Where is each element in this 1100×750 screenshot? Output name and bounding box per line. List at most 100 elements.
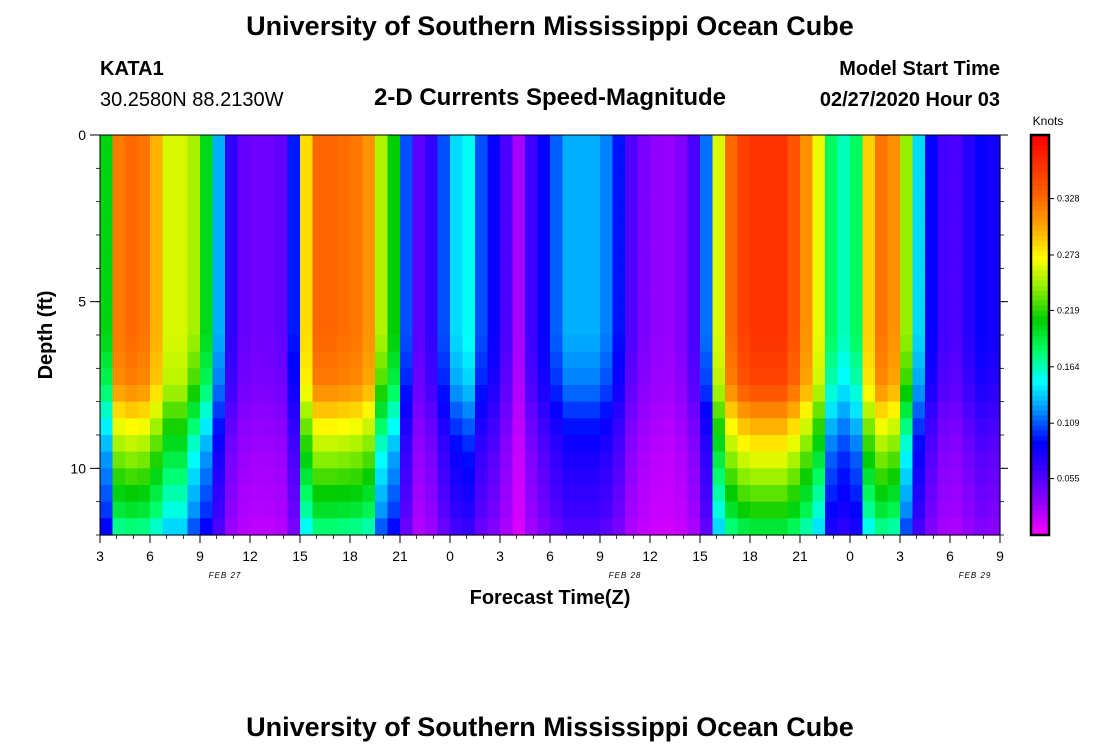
colorbar-swatch xyxy=(1031,465,1049,471)
heatmap-cell xyxy=(100,401,114,419)
heatmap-cell xyxy=(837,335,851,353)
heatmap-cell xyxy=(387,235,401,253)
heatmap-cell xyxy=(412,435,426,453)
heatmap-cell xyxy=(900,135,914,153)
heatmap-cell xyxy=(800,401,814,419)
heatmap-cell xyxy=(137,135,151,153)
heatmap-cell xyxy=(500,335,514,353)
heatmap-cell xyxy=(600,235,614,253)
heatmap-cell xyxy=(787,518,801,536)
heatmap-cell xyxy=(100,385,114,403)
heatmap-cell xyxy=(937,468,951,486)
heatmap-cell xyxy=(362,235,376,253)
heatmap-cell xyxy=(112,351,126,369)
heatmap-cell xyxy=(125,435,139,453)
heatmap-cell xyxy=(387,435,401,453)
heatmap-cell xyxy=(187,268,201,286)
heatmap-cell xyxy=(512,285,526,303)
heatmap-cell xyxy=(675,351,689,369)
heatmap-cell xyxy=(737,485,751,503)
heatmap-cell xyxy=(262,368,276,386)
heatmap-cell xyxy=(412,251,426,269)
heatmap-cell xyxy=(512,318,526,336)
heatmap-cell xyxy=(862,435,876,453)
heatmap-cell xyxy=(112,135,126,153)
heatmap-cell xyxy=(775,335,789,353)
heatmap-cell xyxy=(787,168,801,186)
heatmap-cell xyxy=(912,218,926,236)
heatmap-cell xyxy=(137,201,151,219)
heatmap-cell xyxy=(850,301,864,319)
heatmap-cell xyxy=(525,135,539,153)
heatmap-cell xyxy=(825,318,839,336)
heatmap-cell xyxy=(675,518,689,536)
heatmap-cell xyxy=(725,485,739,503)
heatmap-cell xyxy=(875,168,889,186)
heatmap-cell xyxy=(787,368,801,386)
heatmap-cell xyxy=(550,301,564,319)
heatmap-cell xyxy=(487,201,501,219)
colorbar-tick-label: 0.219 xyxy=(1057,305,1080,315)
heatmap-cell xyxy=(412,368,426,386)
heatmap-cell xyxy=(300,235,314,253)
heatmap-cell xyxy=(262,401,276,419)
heatmap-cell xyxy=(162,268,176,286)
heatmap-cell xyxy=(800,435,814,453)
heatmap-cell xyxy=(175,185,189,203)
heatmap-cell xyxy=(600,201,614,219)
heatmap-cell xyxy=(812,518,826,536)
heatmap-cell xyxy=(287,285,301,303)
heatmap-cell xyxy=(537,168,551,186)
heatmap-cell xyxy=(112,318,126,336)
heatmap-cell xyxy=(400,318,414,336)
heatmap-cell xyxy=(887,135,901,153)
heatmap-cell xyxy=(875,468,889,486)
heatmap-cell xyxy=(975,168,989,186)
heatmap-cell xyxy=(712,368,726,386)
heatmap-cell xyxy=(762,501,776,519)
heatmap-cell xyxy=(125,401,139,419)
heatmap-cell xyxy=(225,185,239,203)
heatmap-cell xyxy=(175,518,189,536)
heatmap-cell xyxy=(112,268,126,286)
heatmap-cell xyxy=(662,435,676,453)
heatmap-cell xyxy=(987,418,1001,436)
heatmap-cell xyxy=(100,435,114,453)
heatmap-cell xyxy=(325,235,339,253)
heatmap-cell xyxy=(312,285,326,303)
heatmap-cell xyxy=(887,385,901,403)
heatmap-cell xyxy=(250,401,264,419)
colorbar-swatch xyxy=(1031,480,1049,486)
heatmap-cell xyxy=(150,185,164,203)
heatmap-cell xyxy=(462,451,476,469)
heatmap-cell xyxy=(825,168,839,186)
heatmap-cell xyxy=(662,151,676,169)
heatmap-cell xyxy=(362,418,376,436)
colorbar-swatch xyxy=(1031,135,1049,141)
heatmap-cell xyxy=(712,168,726,186)
colorbar-swatch xyxy=(1031,255,1049,261)
heatmap-cell xyxy=(800,418,814,436)
heatmap-cell xyxy=(212,385,226,403)
heatmap-cell xyxy=(575,418,589,436)
heatmap-cell xyxy=(212,418,226,436)
heatmap-cell xyxy=(750,268,764,286)
heatmap-cell xyxy=(850,351,864,369)
heatmap-cell xyxy=(262,418,276,436)
heatmap-cell xyxy=(162,368,176,386)
heatmap-cell xyxy=(775,151,789,169)
heatmap-cell xyxy=(975,251,989,269)
heatmap-cell xyxy=(300,218,314,236)
heatmap-cell xyxy=(250,185,264,203)
colorbar-swatch xyxy=(1031,240,1049,246)
heatmap-cell xyxy=(212,518,226,536)
heatmap-cell xyxy=(137,335,151,353)
heatmap-cell xyxy=(412,235,426,253)
heatmap-cell xyxy=(275,185,289,203)
colorbar-swatch xyxy=(1031,285,1049,291)
heatmap-cell xyxy=(162,435,176,453)
heatmap-cell xyxy=(875,268,889,286)
heatmap-cell xyxy=(787,401,801,419)
heatmap-cell xyxy=(387,401,401,419)
heatmap-cell xyxy=(575,368,589,386)
